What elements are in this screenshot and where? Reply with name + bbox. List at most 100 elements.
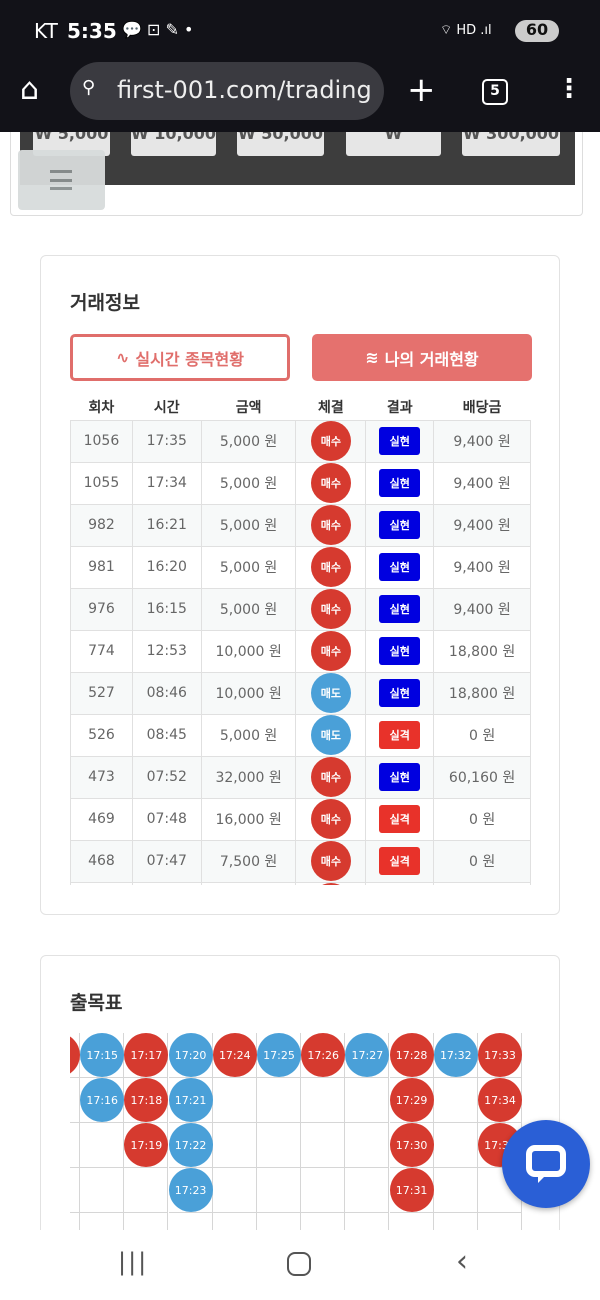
table-cell — [365, 881, 435, 885]
notification-icons: 💬 ⊡ ✎ • — [122, 20, 194, 39]
grid-cell — [301, 1168, 346, 1213]
table-cell: 실격 — [365, 839, 435, 883]
execution-badge: 매수 — [310, 505, 351, 545]
result-ball: 17:22 — [168, 1123, 213, 1167]
table-cell: 473 — [70, 755, 133, 799]
table-cell: 9,400 원 — [433, 545, 531, 589]
execution-badge: 매수 — [310, 421, 351, 461]
result-ball: 17:27 — [345, 1033, 390, 1077]
grid-cell — [257, 1123, 301, 1168]
result-board-title: 출목표 — [70, 992, 123, 1014]
table-cell — [131, 881, 202, 885]
grid-cell — [257, 1078, 301, 1123]
table-row: 774 12:53 10,000 원 매수 실현 18,800 원 — [70, 629, 531, 673]
table-cell: 실격 — [365, 713, 435, 757]
result-ball: 17:30 — [389, 1123, 434, 1167]
table-cell: 9,400 원 — [433, 461, 531, 505]
table-cell: 08:45 — [131, 713, 202, 757]
tab-count-button[interactable]: 5 — [482, 79, 508, 105]
site-settings-icon[interactable]: ⚲ — [82, 77, 96, 98]
execution-badge: 매도 — [310, 673, 351, 713]
grid-cell — [433, 1123, 478, 1168]
table-row: 981 16:20 5,000 원 매수 실현 9,400 원 — [70, 545, 531, 589]
result-ball: 17:24 — [212, 1033, 257, 1077]
table-cell: 5,000 원 — [200, 713, 297, 757]
execution-badge: 매수 — [310, 463, 351, 503]
column-header: 금액 — [235, 399, 262, 416]
trade-table-scroll[interactable]: 회차 시간 금액 체결 결과 배당금 1056 17:35 5,000 원 매수 실현 9,400 … — [70, 394, 532, 885]
table-cell — [295, 881, 367, 885]
result-ball: 17:32 — [433, 1033, 478, 1077]
table-cell: 5,000 원 — [200, 503, 297, 547]
result-board-card: 출목표 17:15 17:16 17:17 17:18 17:19 17:20 17:21 1… — [40, 955, 560, 1255]
table-cell: 12:53 — [131, 629, 202, 673]
result-ball: 17:25 — [257, 1033, 301, 1077]
result-ball: 17:26 — [301, 1033, 346, 1077]
table-row: 982 16:21 5,000 원 매수 실현 9,400 원 — [70, 503, 531, 547]
table-cell: 5,000 원 — [200, 419, 297, 463]
table-cell: 실현 — [365, 755, 435, 799]
realtime-status-button[interactable]: ∿ 실시간 종목현황 — [70, 334, 290, 381]
result-ball: 17:17 — [124, 1033, 169, 1077]
table-row: 526 08:45 5,000 원 매도 실격 0 원 — [70, 713, 531, 757]
grid-cell — [345, 1123, 390, 1168]
column-header: 회차 — [88, 399, 115, 416]
android-nav-bar: ||| ‹ — [0, 1230, 600, 1300]
home-icon[interactable]: ⌂ — [20, 72, 40, 107]
table-row: 976 16:15 5,000 원 매수 실현 9,400 원 — [70, 587, 531, 631]
table-cell: 5,000 원 — [200, 545, 297, 589]
result-ball: 17:16 — [80, 1078, 125, 1122]
table-cell: 17:35 — [131, 419, 202, 463]
grid-cell — [257, 1168, 301, 1213]
result-ball: 17:33 — [478, 1033, 522, 1077]
table-cell: 실현 — [365, 671, 435, 715]
result-badge: 실현 — [379, 637, 421, 665]
table-cell: 32,000 원 — [200, 755, 297, 799]
pulse-icon: ∿ — [115, 348, 130, 367]
execution-badge: 매도 — [310, 715, 351, 755]
grid-cell — [301, 1123, 346, 1168]
table-row: 1056 17:35 5,000 원 매수 실현 9,400 원 — [70, 419, 531, 463]
grid-cell — [345, 1078, 390, 1123]
table-cell: 5,000 원 — [200, 461, 297, 505]
table-cell: 0 원 — [433, 713, 531, 757]
menu-button[interactable] — [18, 150, 105, 210]
table-cell: 18,800 원 — [433, 671, 531, 715]
recent-apps-icon[interactable]: ||| — [118, 1248, 149, 1276]
table-cell: 매수 — [295, 629, 367, 673]
column-header: 체결 — [318, 399, 344, 416]
result-badge: 실현 — [379, 511, 421, 539]
table-row: 1055 17:34 5,000 원 매수 실현 9,400 원 — [70, 461, 531, 505]
table-cell: 9,400 원 — [433, 587, 531, 631]
address-bar[interactable]: ⚲ first-001.com/trading — [70, 62, 384, 120]
url-text[interactable]: first-001.com/trading — [117, 76, 372, 104]
battery-indicator: 60 — [515, 20, 559, 42]
clock: 5:35 — [67, 19, 117, 43]
table-cell: 매도 — [295, 713, 367, 757]
table-cell: 9,400 원 — [433, 503, 531, 547]
table-cell: 10,000 원 — [200, 671, 297, 715]
table-cell: 08:46 — [131, 671, 202, 715]
table-cell: 실현 — [365, 587, 435, 631]
table-row: 469 07:48 16,000 원 매수 실격 0 원 — [70, 797, 531, 841]
new-tab-icon[interactable]: + — [407, 70, 436, 110]
grid-cell — [345, 1168, 390, 1213]
realtime-status-label: 실시간 종목현황 — [135, 349, 245, 369]
table-cell: 774 — [70, 629, 133, 673]
column-header: 결과 — [386, 399, 413, 416]
table-cell: 매도 — [295, 671, 367, 715]
column-header: 배당금 — [462, 399, 502, 416]
trade-info-card: 거래정보 ∿ 실시간 종목현황 ≋ 나의 거래현황 회차 시간 금액 체결 결과 배당금 10… — [40, 255, 560, 915]
result-ball: 17:18 — [124, 1078, 169, 1122]
table-cell — [433, 881, 531, 885]
home-nav-icon[interactable] — [287, 1252, 311, 1276]
table-cell: 실격 — [365, 797, 435, 841]
grid-cell — [80, 1123, 125, 1168]
more-menu-icon[interactable]: ⋮ — [556, 74, 582, 104]
table-cell: 16:20 — [131, 545, 202, 589]
my-trades-button[interactable]: ≋ 나의 거래현황 — [312, 334, 532, 381]
grid-cell — [301, 1078, 346, 1123]
back-icon[interactable]: ‹ — [456, 1244, 468, 1279]
chat-button[interactable] — [502, 1120, 590, 1208]
result-badge: 실격 — [379, 805, 421, 833]
